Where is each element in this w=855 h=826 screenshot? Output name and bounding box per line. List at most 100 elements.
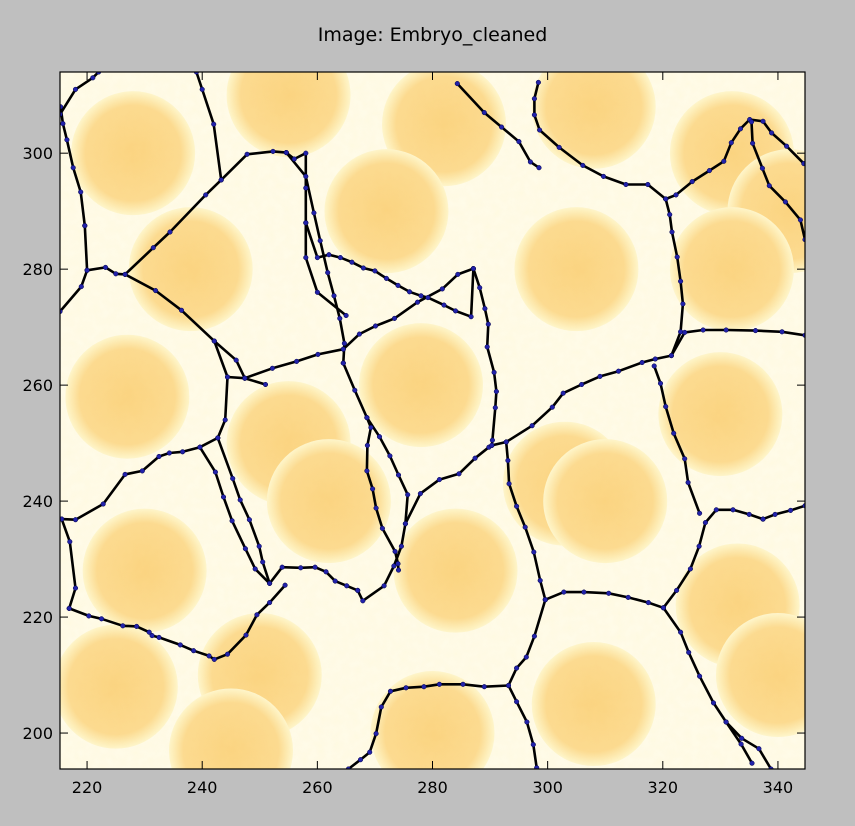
vertex-marker — [156, 634, 162, 640]
x-tick-label: 320 — [648, 778, 679, 797]
vertex-marker — [113, 271, 119, 277]
vertex-marker — [472, 455, 478, 461]
vertex-marker — [398, 543, 404, 549]
vertex-marker — [581, 589, 587, 595]
vertex-marker — [298, 565, 304, 571]
vertex-marker — [686, 649, 692, 655]
vertex-marker — [156, 453, 162, 460]
vertex-marker — [529, 423, 535, 429]
vertex-marker — [600, 173, 607, 179]
y-tick-label: 300 — [22, 144, 53, 163]
vertex-marker — [337, 315, 343, 321]
vertex-marker — [506, 481, 512, 487]
membrane-edge-30 — [533, 81, 667, 201]
vertex-marker — [122, 471, 128, 477]
vertex-marker — [752, 328, 759, 334]
vertex-marker — [524, 719, 530, 725]
membrane-edge-16 — [342, 267, 475, 351]
vertex-marker — [759, 165, 765, 171]
vertex-marker — [303, 150, 309, 156]
vertex-marker — [417, 491, 423, 497]
vertex-marker — [579, 381, 585, 388]
vertex-marker — [769, 130, 775, 136]
vertex-marker — [516, 139, 522, 145]
vertex-marker — [702, 520, 708, 526]
vertex-marker — [485, 321, 491, 327]
x-tick-label: 240 — [187, 778, 218, 797]
vertex-marker — [391, 315, 398, 321]
vertex-marker — [303, 255, 309, 261]
vertex-marker — [211, 338, 217, 344]
vertex-marker — [756, 746, 762, 752]
vertex-marker — [700, 327, 706, 333]
vertex-marker — [197, 444, 203, 450]
vertex-marker — [387, 453, 393, 459]
vertex-marker — [737, 126, 744, 132]
vertex-marker — [697, 673, 703, 679]
vertex-marker — [360, 265, 366, 271]
vertex-marker — [687, 566, 693, 572]
vertex-marker — [90, 75, 96, 81]
membrane-edge-25 — [347, 598, 547, 769]
vertex-marker — [782, 199, 788, 205]
vertex-marker — [489, 442, 495, 448]
vertex-marker — [484, 344, 490, 350]
vertex-marker — [82, 223, 88, 229]
vertex-marker — [482, 306, 488, 312]
vertex-marker — [455, 271, 461, 277]
vertex-marker — [98, 616, 105, 622]
vertex-marker — [84, 267, 90, 273]
vertex-marker — [314, 289, 320, 295]
vertex-marker — [723, 719, 729, 725]
vertex-marker — [177, 642, 183, 648]
vertex-marker — [134, 623, 140, 629]
vertex-marker — [682, 329, 688, 335]
vertex-marker — [531, 96, 537, 102]
vertex-marker — [710, 700, 717, 706]
vertex-marker — [230, 475, 236, 482]
vertex-marker — [766, 183, 772, 189]
membrane-edge-23 — [504, 440, 547, 601]
vertex-marker — [315, 351, 321, 357]
vertex-marker — [505, 682, 512, 689]
vertex-marker — [606, 590, 612, 596]
vertex-marker — [477, 285, 483, 291]
vertex-marker — [392, 548, 398, 555]
vertex-marker — [364, 442, 370, 448]
vertex-marker — [651, 363, 657, 369]
vertex-marker — [379, 525, 385, 531]
vertex-marker — [527, 159, 533, 165]
vertex-marker — [150, 245, 156, 251]
vertex-marker — [623, 181, 629, 188]
vertex-marker — [381, 583, 387, 589]
vertex-marker — [534, 765, 540, 769]
vertex-marker — [580, 162, 586, 168]
vertex-marker — [191, 648, 197, 654]
vertex-marker — [760, 516, 766, 522]
vertex-marker — [523, 654, 529, 660]
membrane-edge-2 — [60, 105, 87, 227]
vertex-marker — [678, 278, 684, 284]
vertex-marker — [325, 270, 331, 276]
vertex-marker — [269, 365, 275, 371]
vertex-marker — [535, 79, 541, 85]
vertex-marker — [332, 578, 338, 584]
y-tick-label: 240 — [22, 492, 53, 511]
vertex-marker — [470, 266, 476, 272]
vertex-marker — [436, 681, 442, 687]
vertex-marker — [364, 468, 370, 474]
vertex-marker — [60, 121, 66, 127]
vertex-marker — [689, 179, 695, 185]
vertex-marker — [340, 346, 346, 352]
vertex-marker — [367, 749, 373, 755]
vertex-marker — [376, 434, 383, 440]
vertex-marker — [615, 368, 622, 374]
vertex-marker — [682, 456, 688, 462]
vertex-marker — [317, 238, 323, 244]
vertex-marker — [180, 449, 186, 455]
vertex-marker — [723, 327, 729, 333]
vertex-marker — [489, 437, 495, 443]
vertex-marker — [395, 282, 401, 288]
vertex-marker — [468, 314, 474, 320]
vertex-marker — [383, 275, 389, 281]
